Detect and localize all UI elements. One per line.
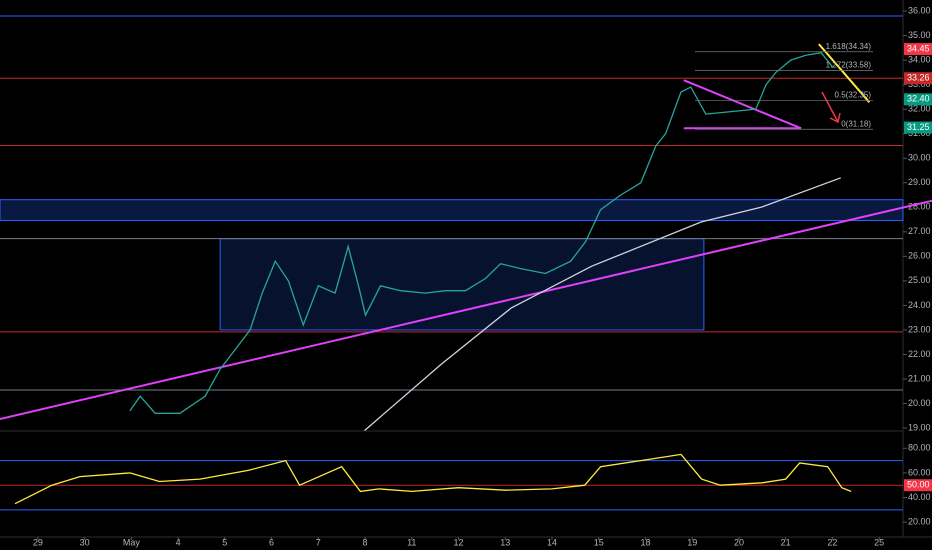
series-line xyxy=(129,51,834,414)
y-tick-label: 27.00 xyxy=(908,226,931,236)
x-tick-label: 4 xyxy=(176,537,181,547)
y-tick-label: 80.00 xyxy=(908,443,931,453)
y-tick-label: 25.00 xyxy=(908,275,931,285)
y-tick-label: 21.00 xyxy=(908,373,931,383)
x-tick-label: 20 xyxy=(734,537,744,547)
x-tick-label: 30 xyxy=(80,537,90,547)
price-badge xyxy=(904,43,932,56)
x-tick-label: 19 xyxy=(687,537,697,547)
x-tick-label: 13 xyxy=(500,537,510,547)
zone xyxy=(0,199,904,222)
price-badge xyxy=(904,93,932,106)
y-tick-label: 60.00 xyxy=(908,467,931,477)
x-tick-label: 12 xyxy=(454,537,464,547)
price-badge-label: 34.45 xyxy=(907,43,930,53)
y-tick-label: 20.00 xyxy=(908,517,931,527)
fib-label: 1.618(34.34) xyxy=(826,42,872,51)
x-tick-label: 15 xyxy=(594,537,604,547)
series-line xyxy=(364,177,842,431)
trend-line xyxy=(0,199,932,420)
y-tick-label: 24.00 xyxy=(908,300,931,310)
price-badge-label: 33.26 xyxy=(907,73,930,83)
x-tick-label: 8 xyxy=(363,537,368,547)
price-badge xyxy=(904,121,932,134)
y-tick-label: 30.00 xyxy=(908,153,931,163)
y-tick-label: 36.00 xyxy=(908,5,931,15)
x-tick-label: 11 xyxy=(407,537,416,547)
x-tick-label: 6 xyxy=(269,537,274,547)
fib-label: 0(31.18) xyxy=(841,119,871,128)
arrow xyxy=(821,91,841,124)
x-tick-label: 7 xyxy=(316,537,321,547)
x-tick-label: 22 xyxy=(827,537,837,547)
trend-line xyxy=(683,79,802,130)
trend-line xyxy=(818,43,871,103)
price-badge xyxy=(904,479,932,492)
price-badge-label: 50.00 xyxy=(907,480,930,490)
x-tick-label: May xyxy=(123,537,141,547)
series-line xyxy=(14,453,852,505)
y-tick-label: 20.00 xyxy=(908,398,931,408)
y-tick-label: 29.00 xyxy=(908,177,931,187)
x-tick-label: 21 xyxy=(781,537,791,547)
x-tick-label: 25 xyxy=(874,537,884,547)
fib-label: 0.5(32.35) xyxy=(835,91,872,100)
price-badge-label: 32.40 xyxy=(907,94,930,104)
x-tick-label: 14 xyxy=(547,537,557,547)
price-badge xyxy=(904,72,932,85)
y-tick-label: 40.00 xyxy=(908,492,931,502)
y-tick-label: 26.00 xyxy=(908,251,931,261)
price-badge-label: 31.25 xyxy=(907,122,930,132)
y-tick-label: 23.00 xyxy=(908,324,931,334)
y-tick-label: 19.00 xyxy=(908,422,931,432)
fib-label: 1.272(33.58) xyxy=(826,61,872,70)
y-tick-label: 32.00 xyxy=(908,104,931,114)
x-tick-label: 29 xyxy=(33,537,43,547)
x-tick-label: 18 xyxy=(640,537,650,547)
y-tick-label: 28.00 xyxy=(908,202,931,212)
range-box xyxy=(219,238,705,331)
x-tick-label: 5 xyxy=(222,537,227,547)
y-tick-label: 35.00 xyxy=(908,30,931,40)
y-tick-label: 34.00 xyxy=(908,54,931,64)
y-tick-label: 22.00 xyxy=(908,349,931,359)
